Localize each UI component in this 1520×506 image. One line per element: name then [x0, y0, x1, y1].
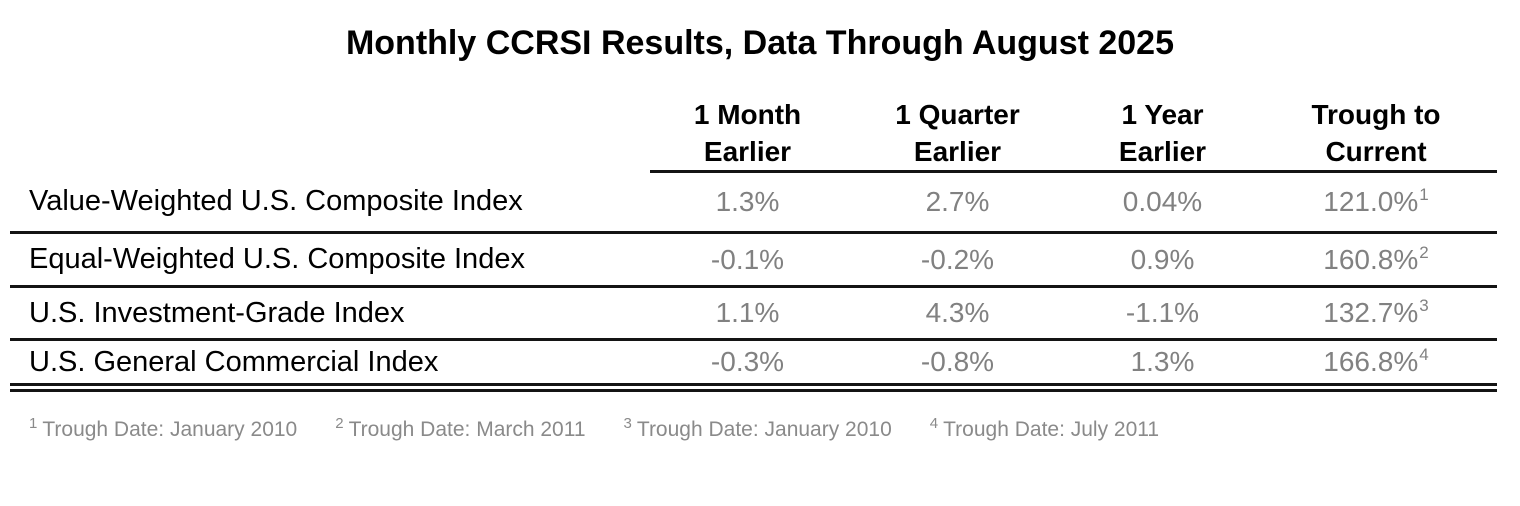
footnote-text: Trough Date: January 2010: [636, 418, 892, 441]
table-row-value-weighted: Value-Weighted U.S. Composite Index 1.3%…: [10, 171, 1497, 234]
column-header-1-quarter-earlier: 1 Quarter Earlier: [845, 96, 1070, 173]
header-row: 1 Month Earlier 1 Quarter Earlier 1 Year…: [10, 96, 1497, 173]
cell-trough-to-current: 121.0%1: [1255, 171, 1497, 234]
row-label: Value-Weighted U.S. Composite Index: [10, 171, 650, 234]
cell-trough-to-current: 160.8%2: [1255, 232, 1497, 288]
cell-one-year: 1.3%: [1070, 339, 1255, 392]
trough-value: 132.7%: [1323, 297, 1419, 328]
footnotes: 1 Trough Date: January 2010 2 Trough Date:…: [29, 415, 1520, 442]
footnote-marker: 2: [1419, 242, 1429, 262]
cell-one-month: 1.3%: [650, 171, 845, 234]
cell-trough-to-current: 132.7%3: [1255, 286, 1497, 341]
footnote-1: 1 Trough Date: January 2010: [29, 415, 298, 442]
cell-one-quarter: 2.7%: [845, 171, 1070, 234]
cell-one-month: 1.1%: [650, 286, 845, 341]
footnote-text: Trough Date: January 2010: [42, 418, 298, 441]
cell-one-quarter: -0.2%: [845, 232, 1070, 288]
header-spacer-cell: [10, 96, 650, 172]
trough-value: 166.8%: [1323, 346, 1419, 377]
footnote-ref: 1: [29, 415, 38, 432]
table-header: 1 Month Earlier 1 Quarter Earlier 1 Year…: [10, 96, 1497, 173]
table-row-investment-grade: U.S. Investment-Grade Index 1.1% 4.3% -1…: [10, 286, 1497, 341]
row-label: Equal-Weighted U.S. Composite Index: [10, 232, 650, 288]
column-header-line: 1 Year: [1121, 99, 1204, 130]
footnote-text: Trough Date: March 2011: [348, 418, 586, 441]
footnote-marker: 4: [1419, 345, 1429, 364]
row-label: U.S. General Commercial Index: [10, 339, 650, 392]
cell-one-quarter: -0.8%: [845, 339, 1070, 392]
footnote-2: 2 Trough Date: March 2011: [335, 415, 586, 442]
column-header-line: Earlier: [1118, 136, 1207, 167]
footnote-text: Trough Date: July 2011: [943, 418, 1160, 441]
table-row-equal-weighted: Equal-Weighted U.S. Composite Index -0.1…: [10, 232, 1497, 288]
cell-one-month: -0.1%: [650, 232, 845, 288]
footnote-3: 3 Trough Date: January 2010: [623, 415, 892, 442]
column-header-trough-to-current: Trough to Current: [1255, 96, 1497, 173]
cell-one-month: -0.3%: [650, 339, 845, 392]
cell-one-quarter: 4.3%: [845, 286, 1070, 341]
column-header-line: Earlier: [703, 136, 792, 167]
page-title: Monthly CCRSI Results, Data Through Augu…: [345, 24, 1175, 62]
cell-one-year: 0.04%: [1070, 171, 1255, 234]
trough-value: 160.8%: [1323, 243, 1419, 275]
footnote-ref: 3: [623, 415, 632, 432]
column-header-line: Earlier: [913, 136, 1002, 167]
trough-value: 121.0%: [1323, 186, 1419, 217]
column-header-line: 1 Month: [693, 99, 802, 130]
table-row-general-commercial: U.S. General Commercial Index -0.3% -0.8…: [10, 339, 1497, 392]
column-header-line: 1 Quarter: [895, 99, 1020, 130]
table-body: Value-Weighted U.S. Composite Index 1.3%…: [10, 171, 1497, 392]
column-header-line: Trough to: [1311, 99, 1441, 130]
cell-one-year: 0.9%: [1070, 232, 1255, 288]
ccrsi-results-table: 1 Month Earlier 1 Quarter Earlier 1 Year…: [10, 96, 1497, 392]
cell-trough-to-current: 166.8%4: [1255, 339, 1497, 392]
cell-one-year: -1.1%: [1070, 286, 1255, 341]
footnote-4: 4 Trough Date: July 2011: [929, 415, 1160, 442]
footnote-marker: 1: [1419, 185, 1429, 204]
footnote-ref: 4: [929, 415, 939, 432]
column-header-1-month-earlier: 1 Month Earlier: [650, 96, 845, 173]
column-header-1-year-earlier: 1 Year Earlier: [1070, 96, 1255, 173]
column-header-line: Current: [1325, 136, 1427, 167]
footnote-marker: 3: [1419, 296, 1429, 315]
footnote-ref: 2: [335, 415, 344, 432]
row-label: U.S. Investment-Grade Index: [10, 286, 650, 341]
